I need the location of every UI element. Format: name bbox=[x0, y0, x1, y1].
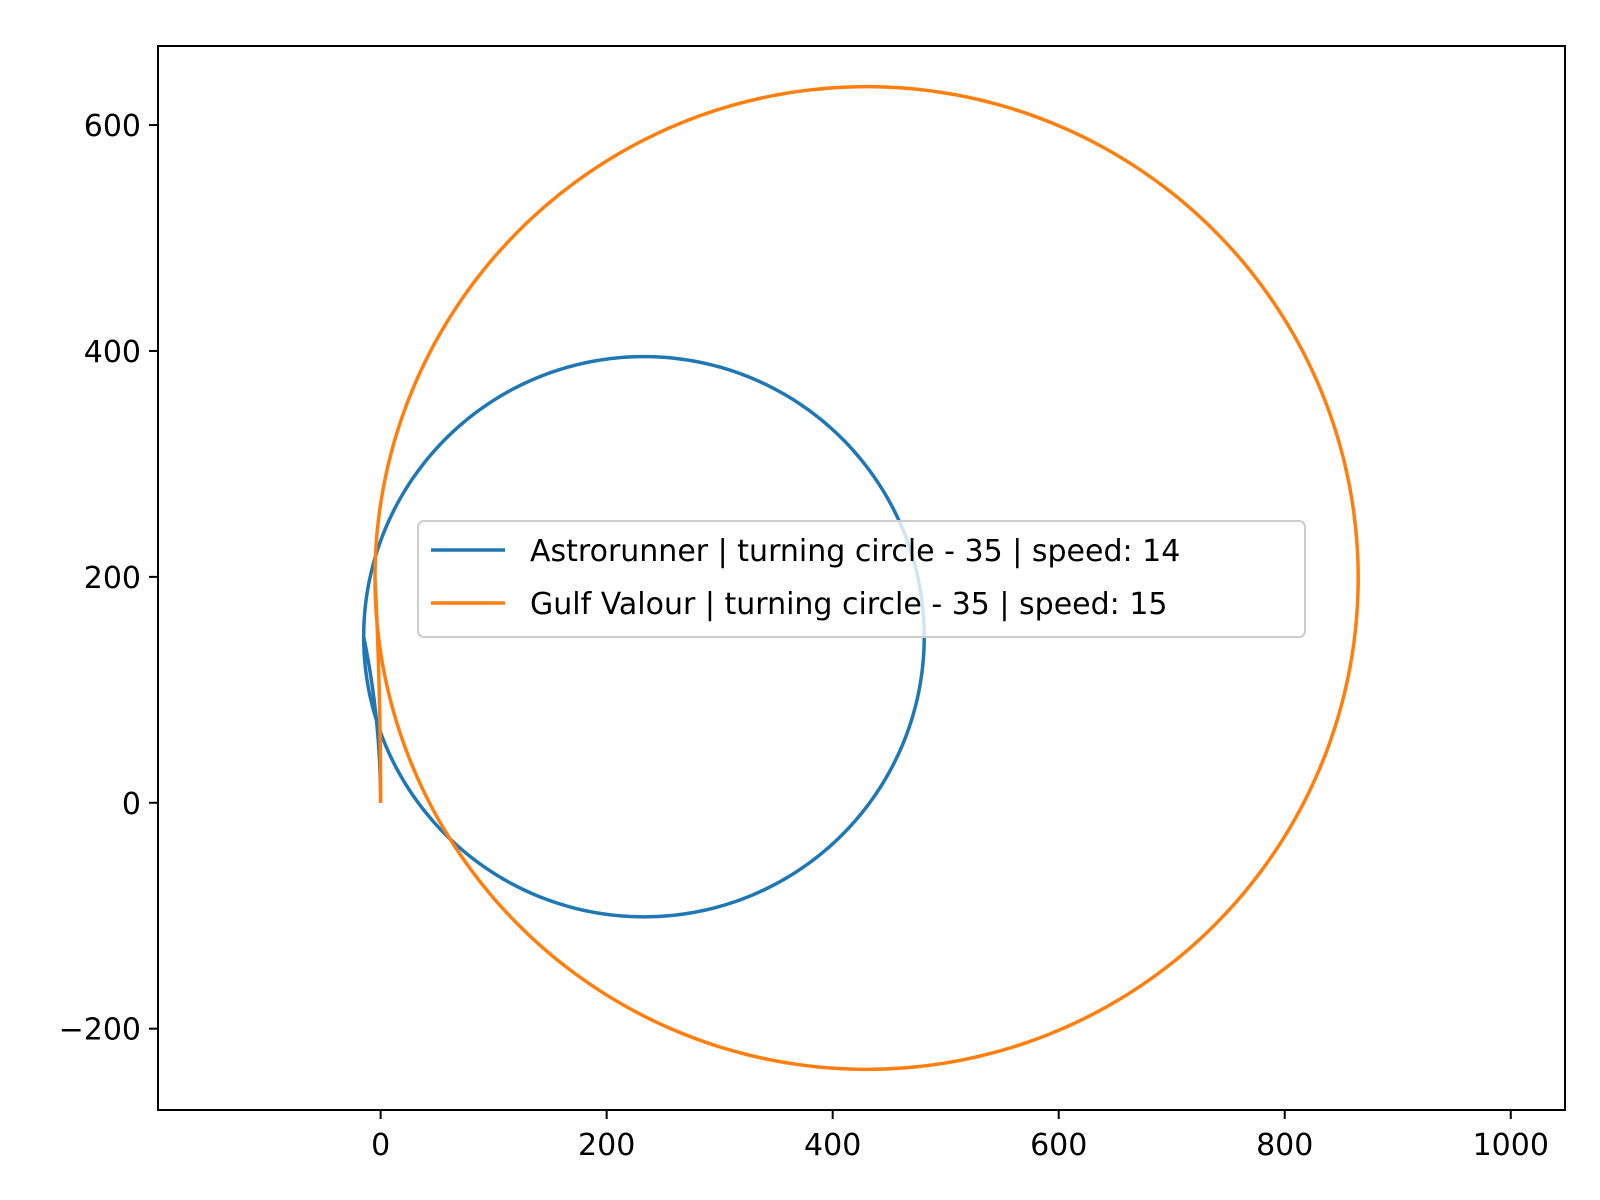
series-line-astrorunner bbox=[361, 354, 926, 919]
x-tick-label: 600 bbox=[1030, 1128, 1087, 1163]
legend-label-astrorunner: Astrorunner | turning circle - 35 | spee… bbox=[530, 534, 1180, 569]
y-tick-label: 600 bbox=[84, 109, 141, 144]
y-tick-label: 0 bbox=[122, 787, 141, 822]
y-tick-label: 200 bbox=[84, 561, 141, 596]
legend: Astrorunner | turning circle - 35 | spee… bbox=[417, 520, 1306, 638]
x-tick-label: 200 bbox=[578, 1128, 635, 1163]
series-layer bbox=[361, 84, 1360, 1072]
plot-frame bbox=[157, 45, 1566, 1111]
y-tick-label: 400 bbox=[84, 335, 141, 370]
y-tick-label: −200 bbox=[59, 1013, 141, 1048]
legend-label-gulf-valour: Gulf Valour | turning circle - 35 | spee… bbox=[530, 587, 1168, 622]
x-tick-label: 400 bbox=[804, 1128, 861, 1163]
series-line-gulf-valour bbox=[373, 84, 1360, 1072]
x-tick-label: 0 bbox=[371, 1128, 390, 1163]
legend-box bbox=[417, 520, 1306, 638]
ticks-layer: 0 200 400 600 800 1000 −200 0 200 400 600 bbox=[59, 109, 1549, 1163]
x-tick-label: 800 bbox=[1256, 1128, 1313, 1163]
x-tick-label: 1000 bbox=[1473, 1128, 1549, 1163]
